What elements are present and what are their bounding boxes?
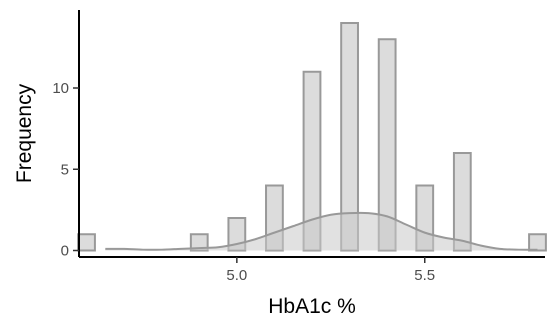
x-axis-title: HbA1c % xyxy=(268,295,356,318)
y-axis-title: Frequency xyxy=(13,83,36,183)
density-area xyxy=(105,212,538,251)
histogram-bar xyxy=(528,233,547,252)
y-tick-label: 10 xyxy=(52,80,69,97)
y-tick-label: 0 xyxy=(61,243,69,260)
density-curve-group xyxy=(105,211,538,251)
histogram-bar xyxy=(77,233,96,252)
x-tick-label: 5.0 xyxy=(226,267,247,284)
y-tick-label: 5 xyxy=(61,161,69,178)
x-axis-ticks: 5.0 5.5 xyxy=(226,257,435,284)
density-line xyxy=(105,211,538,251)
y-axis-ticks: 0 5 10 xyxy=(52,80,79,260)
histogram-bar xyxy=(452,152,472,252)
histogram-bars xyxy=(77,22,547,252)
x-tick-label: 5.5 xyxy=(414,267,435,284)
